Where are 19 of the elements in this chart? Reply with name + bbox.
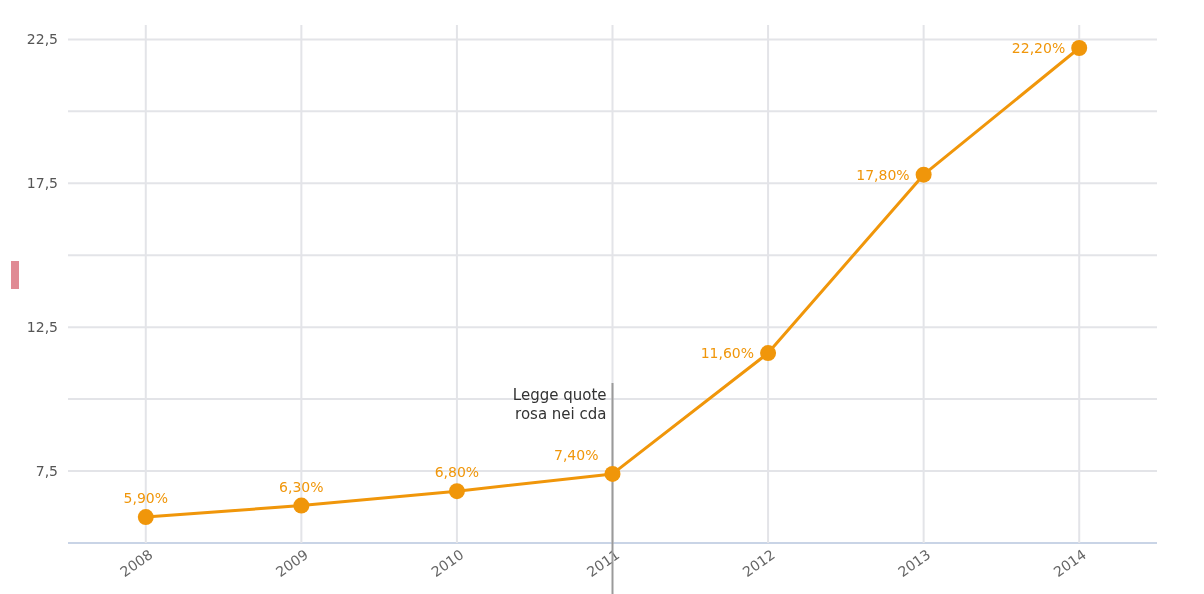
- data-label: 11,60%: [700, 345, 755, 362]
- point: [448, 483, 465, 500]
- ref-line-label: Legge quote rosa nei cda: [512, 386, 607, 423]
- point: [293, 497, 310, 514]
- data-label: 7,40%: [554, 446, 599, 463]
- data-label: 6,30%: [279, 478, 324, 495]
- y-tick-label: 7,5: [35, 463, 58, 480]
- point: [1071, 40, 1088, 57]
- point: [760, 345, 777, 362]
- point: [915, 166, 932, 183]
- point: [137, 509, 154, 526]
- y-tick-label: 17,5: [26, 175, 58, 192]
- data-label: 17,80%: [856, 166, 910, 183]
- y-tick-label: 12,5: [26, 319, 58, 336]
- data-label: 5,90%: [123, 490, 169, 507]
- data-label: 6,80%: [434, 464, 480, 481]
- data-label: 22,20%: [1011, 40, 1066, 57]
- point: [604, 465, 621, 482]
- y-tick-label: 22,5: [26, 31, 58, 48]
